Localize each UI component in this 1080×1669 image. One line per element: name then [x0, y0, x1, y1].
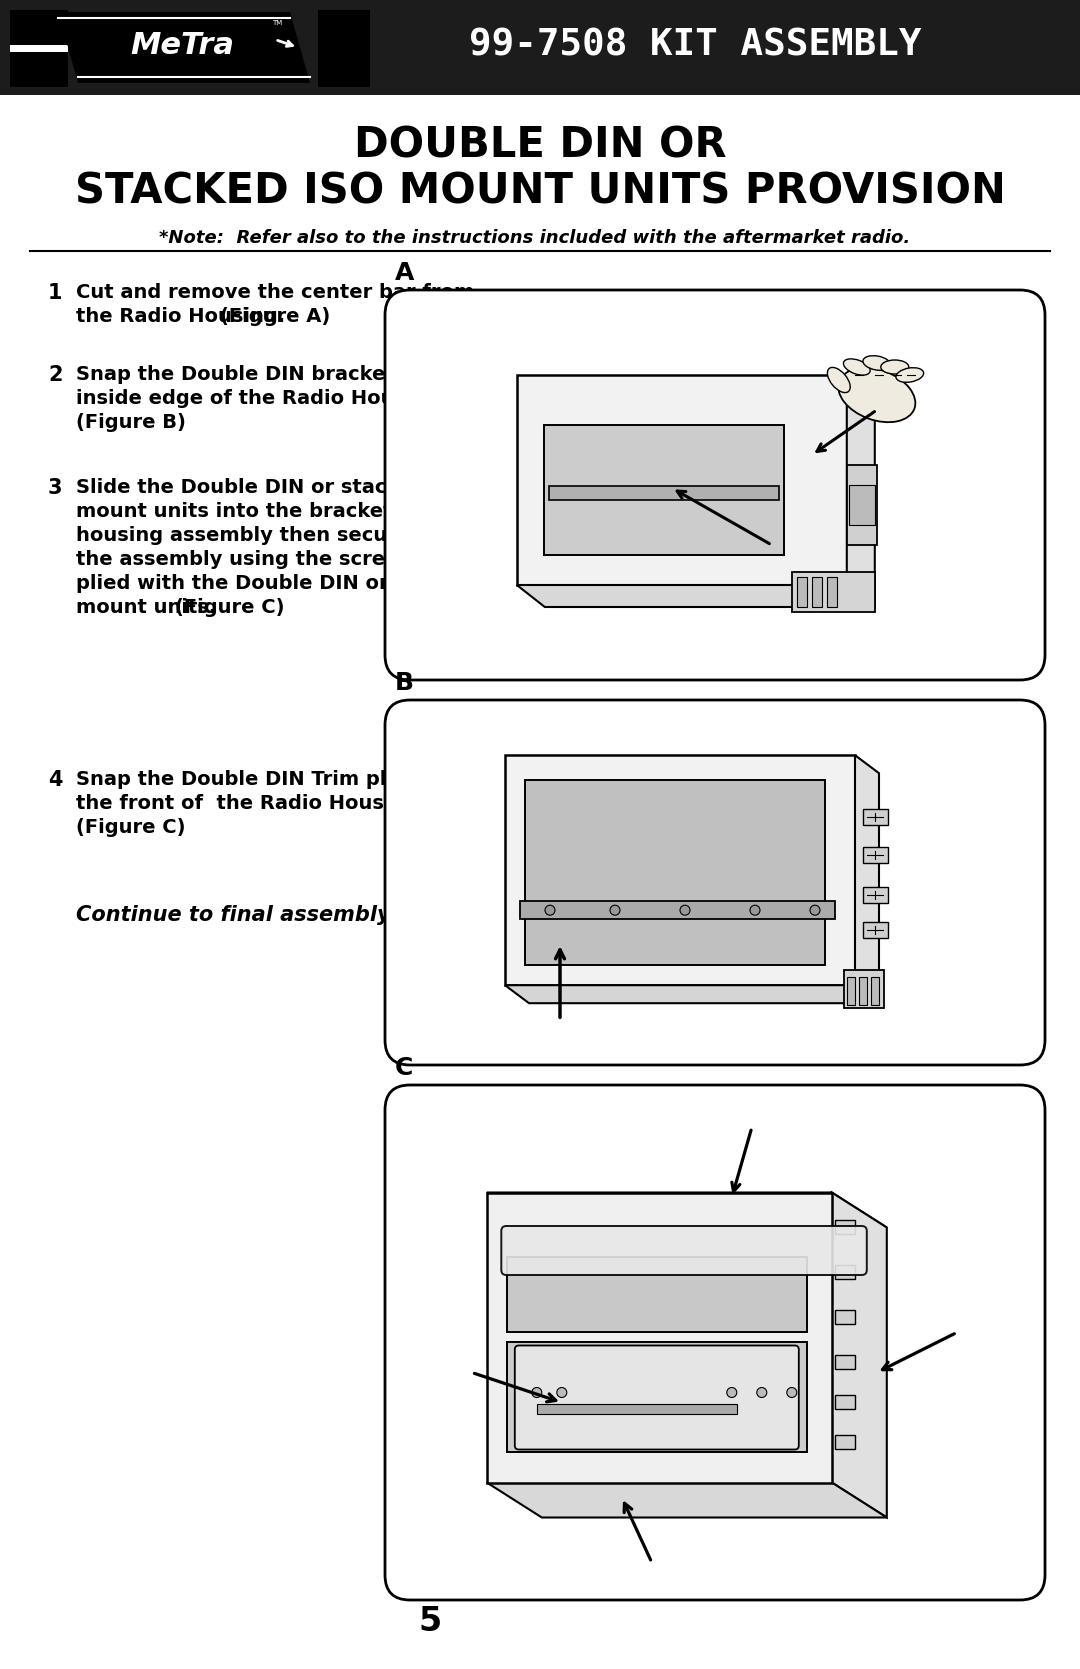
- Circle shape: [750, 905, 760, 915]
- Polygon shape: [847, 376, 875, 608]
- Circle shape: [727, 1387, 737, 1397]
- Text: A: A: [395, 260, 415, 285]
- Bar: [849, 486, 875, 526]
- Text: C: C: [395, 1056, 414, 1080]
- Circle shape: [810, 905, 820, 915]
- Text: the Radio Housing.: the Radio Housing.: [76, 307, 292, 325]
- Ellipse shape: [881, 361, 908, 374]
- Bar: [835, 1310, 854, 1325]
- Bar: [870, 978, 879, 1005]
- FancyBboxPatch shape: [384, 1085, 1045, 1601]
- Bar: [843, 970, 885, 1008]
- Text: (Figure B): (Figure B): [76, 412, 186, 432]
- Ellipse shape: [838, 367, 916, 422]
- FancyBboxPatch shape: [515, 1345, 799, 1449]
- Bar: [549, 486, 779, 501]
- Bar: [859, 978, 867, 1005]
- Text: housing assembly then secure it to: housing assembly then secure it to: [76, 526, 462, 546]
- Text: MeTra: MeTra: [130, 32, 234, 60]
- Circle shape: [545, 905, 555, 915]
- Bar: [525, 779, 825, 965]
- Text: mount units.: mount units.: [76, 598, 222, 618]
- Bar: [835, 1435, 854, 1449]
- Text: Continue to final assembly.: Continue to final assembly.: [76, 905, 396, 925]
- Circle shape: [757, 1387, 767, 1397]
- FancyBboxPatch shape: [384, 290, 1045, 679]
- Bar: [0, 0, 1080, 95]
- Text: the front of  the Radio Housing.: the front of the Radio Housing.: [76, 794, 426, 813]
- Text: *Note:  Refer also to the instructions included with the aftermarket radio.: *Note: Refer also to the instructions in…: [160, 229, 910, 247]
- Text: STACKED ISO MOUNT UNITS PROVISION: STACKED ISO MOUNT UNITS PROVISION: [75, 170, 1005, 214]
- Polygon shape: [487, 1192, 887, 1227]
- Text: DOUBLE DIN OR: DOUBLE DIN OR: [353, 124, 727, 165]
- Bar: [812, 577, 822, 608]
- Bar: [863, 888, 888, 903]
- Bar: [863, 848, 888, 863]
- Ellipse shape: [827, 367, 850, 392]
- Text: B: B: [395, 671, 414, 694]
- Text: 2: 2: [48, 366, 63, 386]
- Text: inside edge of the Radio Housing.: inside edge of the Radio Housing.: [76, 389, 448, 407]
- Ellipse shape: [843, 359, 870, 376]
- Bar: [507, 1257, 807, 1332]
- Circle shape: [787, 1387, 797, 1397]
- Bar: [537, 1405, 737, 1415]
- Ellipse shape: [896, 367, 923, 382]
- Bar: [10, 10, 68, 45]
- Text: Slide the Double DIN or stacked ISO: Slide the Double DIN or stacked ISO: [76, 477, 471, 497]
- Text: Cut and remove the center bar from: Cut and remove the center bar from: [76, 284, 474, 302]
- Polygon shape: [517, 586, 875, 608]
- Ellipse shape: [863, 355, 891, 371]
- Bar: [835, 1395, 854, 1410]
- Bar: [318, 10, 370, 87]
- Text: Snap the Double DIN brackets to the: Snap the Double DIN brackets to the: [76, 366, 480, 384]
- Bar: [835, 1265, 854, 1280]
- Circle shape: [610, 905, 620, 915]
- Bar: [797, 577, 807, 608]
- Text: mount units into the bracket/radio: mount units into the bracket/radio: [76, 502, 457, 521]
- Text: 3: 3: [48, 477, 63, 497]
- Bar: [10, 47, 68, 50]
- Circle shape: [557, 1387, 567, 1397]
- Text: (Figure C): (Figure C): [76, 818, 186, 836]
- Bar: [507, 1342, 807, 1452]
- Text: Snap the Double DIN Trim plate onto: Snap the Double DIN Trim plate onto: [76, 769, 480, 789]
- Text: (Figure A): (Figure A): [220, 307, 330, 325]
- Text: 5: 5: [418, 1604, 442, 1637]
- Polygon shape: [832, 1192, 887, 1517]
- Circle shape: [680, 905, 690, 915]
- FancyBboxPatch shape: [384, 699, 1045, 1065]
- Bar: [10, 10, 68, 87]
- Circle shape: [531, 1387, 542, 1397]
- Bar: [835, 1355, 854, 1370]
- Bar: [792, 572, 875, 613]
- Text: plied with the Double DIN or ISO: plied with the Double DIN or ISO: [76, 574, 433, 592]
- Polygon shape: [855, 754, 879, 1003]
- Text: TM: TM: [272, 20, 282, 27]
- Polygon shape: [505, 754, 855, 985]
- Polygon shape: [487, 1482, 887, 1517]
- Bar: [827, 577, 837, 608]
- Bar: [519, 901, 835, 920]
- Bar: [544, 426, 784, 556]
- Bar: [847, 466, 877, 546]
- Bar: [847, 978, 855, 1005]
- Polygon shape: [487, 1192, 832, 1482]
- Bar: [10, 52, 68, 87]
- Text: 4: 4: [48, 769, 63, 789]
- FancyBboxPatch shape: [501, 1227, 867, 1275]
- Polygon shape: [58, 12, 310, 83]
- Text: the assembly using the screws sup-: the assembly using the screws sup-: [76, 551, 469, 569]
- Bar: [835, 1220, 854, 1235]
- Bar: [863, 809, 888, 824]
- Text: 1: 1: [48, 284, 63, 304]
- Text: (Figure C): (Figure C): [175, 598, 284, 618]
- Polygon shape: [517, 376, 847, 586]
- Text: 99-7508 KIT ASSEMBLY: 99-7508 KIT ASSEMBLY: [469, 27, 921, 63]
- Bar: [863, 923, 888, 938]
- Polygon shape: [505, 985, 879, 1003]
